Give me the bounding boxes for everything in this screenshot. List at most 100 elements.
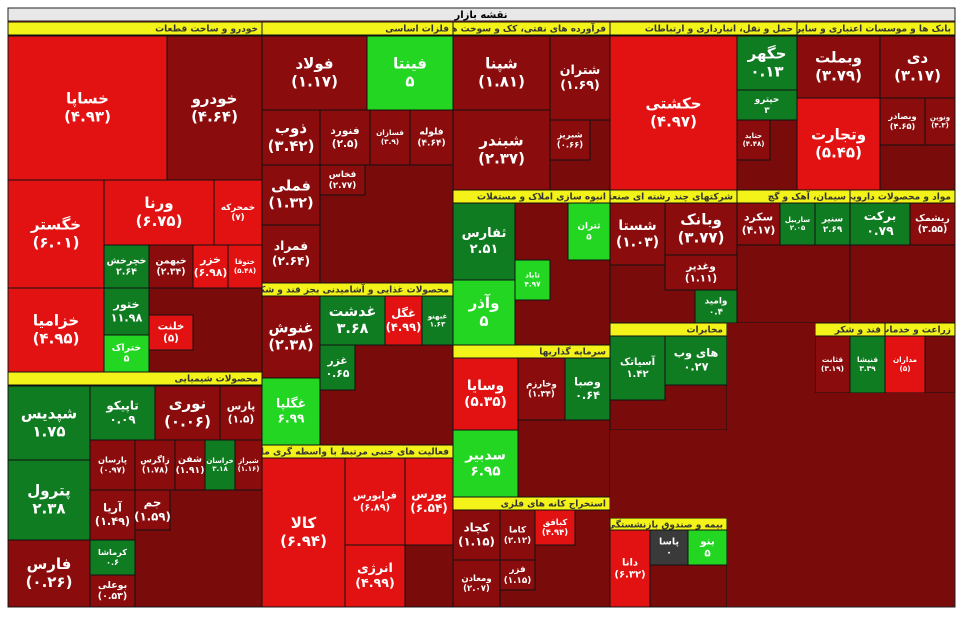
tile-value: (۲.۵) xyxy=(332,138,358,150)
sector-header xyxy=(453,22,610,36)
tile-value: (۱.۱۱) xyxy=(685,273,717,285)
tile-label: غگل xyxy=(391,306,416,320)
tile-value: (۶.۹۸) xyxy=(194,266,228,279)
tile-value: (۶.۹۴) xyxy=(280,532,327,550)
tile-value: ۴.۹۷ xyxy=(524,279,541,288)
tile xyxy=(610,35,738,190)
tile-label: برکت xyxy=(864,209,897,223)
tile-label: ونوین xyxy=(930,113,950,121)
tile-value: (۲.۳۴) xyxy=(157,267,186,278)
tile xyxy=(499,559,536,591)
tile-value: (۳.۹) xyxy=(381,137,399,146)
tile-label: وسایا xyxy=(467,378,504,394)
tile-value: ۵ xyxy=(704,548,710,560)
sector-title: حمل و نقل، انبارداری و ارتباطات xyxy=(645,25,793,35)
tile-label: ورنا xyxy=(144,194,173,212)
tile xyxy=(664,254,737,291)
tile-label: سنیر xyxy=(821,214,843,224)
tile-label: حپترو xyxy=(754,95,780,105)
tile-value: (۱.۸۱) xyxy=(478,73,525,91)
tile-value: (۲.۰۷) xyxy=(463,584,490,594)
tile-value: (۴.۹۵) xyxy=(33,330,80,348)
sector: حمل و نقل، انبارداری و ارتباطات حکشتی(۴.۹… xyxy=(610,22,797,190)
tile xyxy=(737,202,781,246)
tile-value: ۵ xyxy=(405,73,414,91)
tile-value: (۳.۵۵) xyxy=(918,224,948,235)
tile xyxy=(649,529,689,566)
sector-title: سیمان، آهک و گچ xyxy=(768,191,846,203)
tile xyxy=(384,295,423,346)
tile-label: فخاس xyxy=(329,170,357,180)
tile-value: (۶.۷۵) xyxy=(136,212,183,230)
tile-label: خزامیا xyxy=(33,312,79,330)
tile xyxy=(610,335,666,401)
sector-title: محصولات غذایی و آشامیدنی بجز قند و شکر xyxy=(253,284,449,296)
tile xyxy=(204,439,236,491)
sector-title: مخابرات xyxy=(686,326,723,336)
tile-label: خساپا xyxy=(66,90,109,109)
tile xyxy=(234,439,262,491)
tile xyxy=(797,35,881,99)
tile xyxy=(89,385,156,441)
tile-label: وآذر xyxy=(468,294,500,312)
tile-label: فملی xyxy=(271,178,311,194)
tile-value: (۱.۰۳) xyxy=(616,234,659,250)
tile-label: نوری xyxy=(169,395,206,413)
tile-value: (۴.۹۳) xyxy=(64,108,111,126)
sector-header xyxy=(262,22,453,36)
tile-label: بورس xyxy=(411,487,447,502)
tile-value: (۵.۴۸) xyxy=(234,266,256,275)
tile xyxy=(421,295,453,346)
tile xyxy=(148,244,194,289)
tile-value: ۱۱.۹۸ xyxy=(111,311,143,324)
sector-header xyxy=(797,22,955,36)
tile-value: (۴.۶۵) xyxy=(890,121,916,131)
tile xyxy=(103,179,215,246)
tile-value: (۴.۶۴) xyxy=(191,108,238,126)
sector: زراعت و خدمات وابسته مداران(۵) xyxy=(885,323,955,393)
tile-label: پاسا xyxy=(659,536,679,547)
tile-label: فلوله xyxy=(419,128,443,138)
tile-label: فولاد xyxy=(295,55,333,73)
sector-title: فلزات اساسی xyxy=(385,25,449,35)
tile xyxy=(89,574,136,607)
tile xyxy=(404,457,453,546)
tile-value: (۶.۵۴) xyxy=(410,501,448,515)
tile-value: (۰.۰۶) xyxy=(164,413,211,431)
tile-value: ۱.۶۳ xyxy=(430,321,446,329)
tile-label: قنیشا xyxy=(857,355,878,364)
tile-value: (۲.۶۴) xyxy=(272,254,310,268)
sector-title: محصولات شیمیایی xyxy=(174,375,258,385)
tile-label: کچاد xyxy=(464,520,490,534)
tile-label: وخارزم xyxy=(526,379,557,389)
tile xyxy=(736,119,771,161)
sector-title: قند و شکر xyxy=(834,326,881,336)
tile-value: (۱.۴۹) xyxy=(95,515,130,528)
tile-value: (۲.۷۷) xyxy=(329,181,357,191)
tile-label: غدشت xyxy=(329,304,377,320)
tile xyxy=(8,179,105,289)
tile-value: (۱.۶۹) xyxy=(560,77,599,92)
tile xyxy=(736,89,797,121)
tile-label: سکرد xyxy=(744,211,773,224)
tile-label: وامید xyxy=(705,297,728,307)
tile xyxy=(319,164,366,196)
sector: فرآورده های نفتی، کک و سوخت هسته ایشپنا(… xyxy=(453,22,610,190)
tile xyxy=(213,179,262,246)
tile-label: حتاید xyxy=(745,132,762,140)
title-bar xyxy=(7,7,956,22)
tile xyxy=(134,489,171,531)
tile-value: ۳.۱۸ xyxy=(212,465,228,473)
tile-label: فرابورس xyxy=(353,491,397,502)
tile-value: ۰.۷۹ xyxy=(866,224,894,238)
tile-value: ۰.۶۵ xyxy=(326,367,350,380)
tile-label: بنو xyxy=(699,535,715,547)
tile xyxy=(262,377,321,445)
tile xyxy=(909,202,955,246)
tile-label: شستا xyxy=(618,218,656,234)
